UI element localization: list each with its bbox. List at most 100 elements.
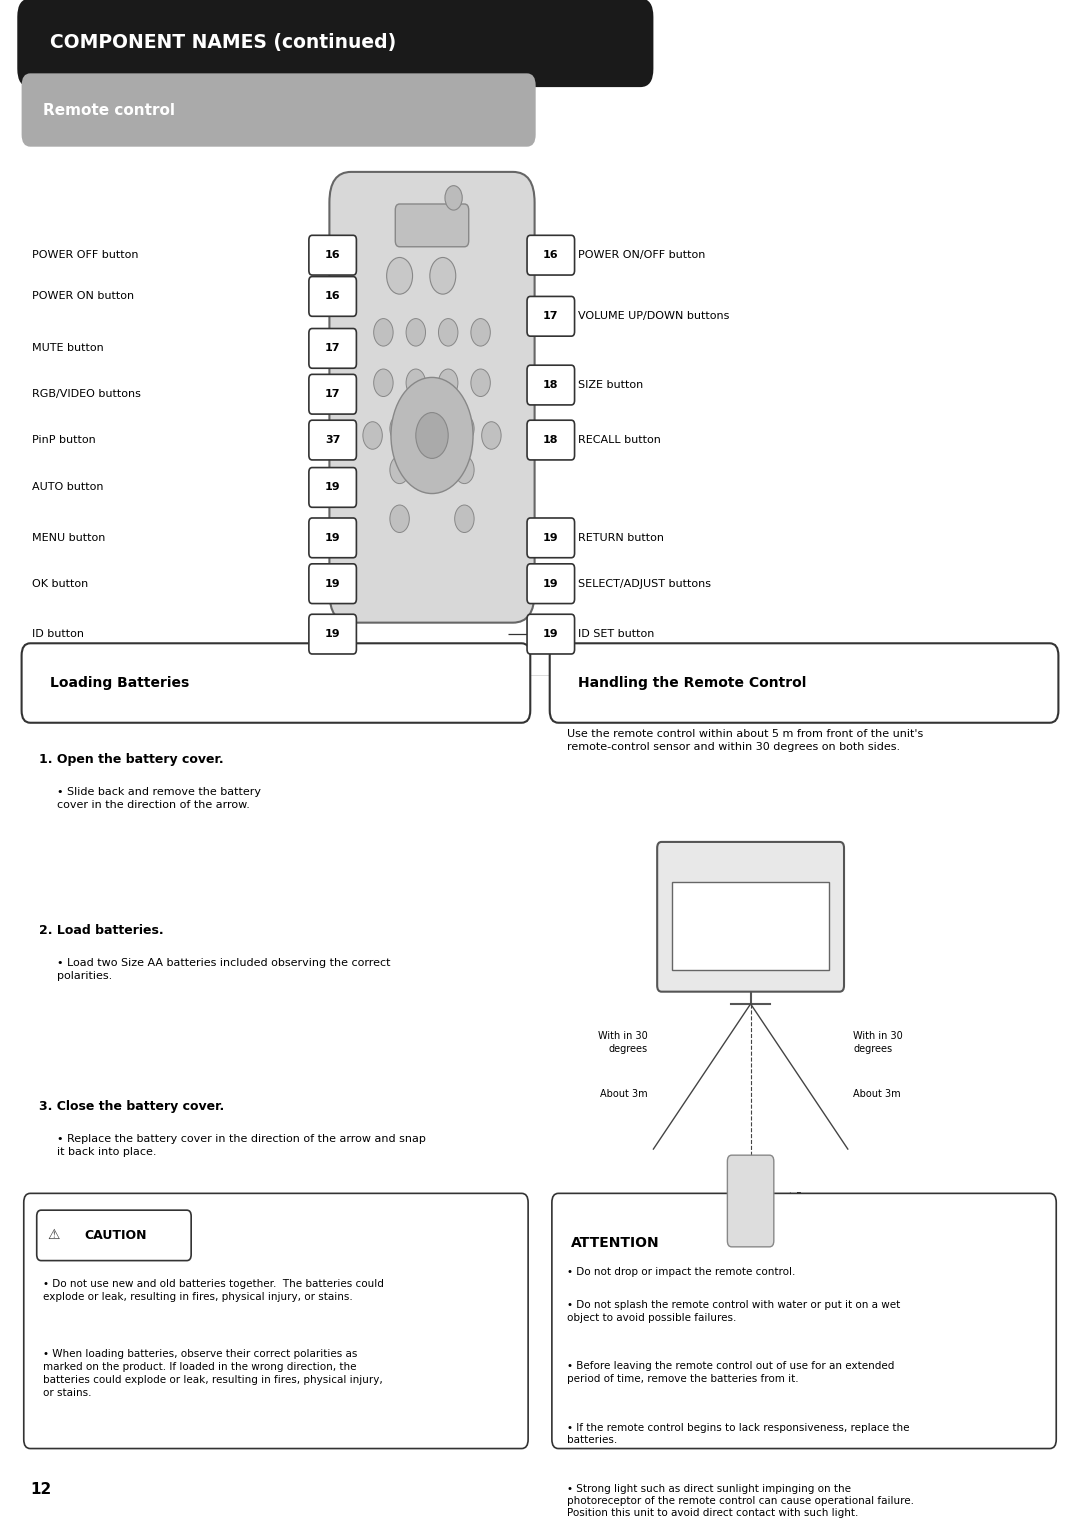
FancyBboxPatch shape	[329, 173, 535, 623]
FancyBboxPatch shape	[527, 420, 575, 460]
FancyBboxPatch shape	[17, 0, 653, 87]
Text: 19: 19	[543, 533, 558, 542]
FancyBboxPatch shape	[527, 518, 575, 558]
Text: 17: 17	[325, 390, 340, 399]
Text: CAUTION: CAUTION	[84, 1229, 147, 1242]
Text: POWER ON button: POWER ON button	[32, 292, 135, 301]
Text: • When loading batteries, observe their correct polarities as
marked on the prod: • When loading batteries, observe their …	[43, 1349, 383, 1398]
Text: Handling the Remote Control: Handling the Remote Control	[578, 675, 806, 691]
FancyBboxPatch shape	[309, 614, 356, 654]
Text: AUTO button: AUTO button	[32, 483, 104, 492]
Circle shape	[455, 504, 474, 532]
Text: 18: 18	[543, 380, 558, 390]
Text: MENU button: MENU button	[32, 533, 106, 542]
Circle shape	[390, 504, 409, 532]
Text: RETURN button: RETURN button	[578, 533, 664, 542]
Circle shape	[406, 370, 426, 396]
Text: 16: 16	[543, 251, 558, 260]
Text: SELECT/ADJUST buttons: SELECT/ADJUST buttons	[578, 579, 711, 588]
Text: OK button: OK button	[32, 579, 89, 588]
Text: 19: 19	[543, 630, 558, 639]
FancyBboxPatch shape	[395, 203, 469, 248]
Text: Loading Batteries: Loading Batteries	[50, 675, 189, 691]
FancyBboxPatch shape	[309, 518, 356, 558]
Text: • Replace the battery cover in the direction of the arrow and snap
it back into : • Replace the battery cover in the direc…	[57, 1134, 427, 1157]
FancyBboxPatch shape	[527, 564, 575, 604]
Circle shape	[430, 257, 456, 295]
Text: 19: 19	[325, 579, 340, 588]
Text: POWER ON/OFF button: POWER ON/OFF button	[578, 251, 705, 260]
Text: With in 30
degrees: With in 30 degrees	[598, 1031, 648, 1054]
FancyBboxPatch shape	[22, 73, 536, 147]
Text: • Before leaving the remote control out of use for an extended
period of time, r: • Before leaving the remote control out …	[567, 1361, 894, 1384]
Circle shape	[374, 370, 393, 396]
Text: • Slide back and remove the battery
cover in the direction of the arrow.: • Slide back and remove the battery cove…	[57, 787, 261, 810]
Text: 18: 18	[543, 435, 558, 445]
Text: 19: 19	[543, 579, 558, 588]
FancyBboxPatch shape	[22, 643, 530, 723]
Text: • Strong light such as direct sunlight impinging on the
photoreceptor of the rem: • Strong light such as direct sunlight i…	[567, 1484, 914, 1519]
Circle shape	[455, 414, 474, 443]
FancyBboxPatch shape	[657, 842, 845, 992]
Text: 37: 37	[325, 435, 340, 445]
Text: SIZE button: SIZE button	[578, 380, 643, 390]
Text: ⚠: ⚠	[48, 1229, 60, 1242]
Text: • Do not use new and old batteries together.  The batteries could
explode or lea: • Do not use new and old batteries toget…	[43, 1279, 384, 1302]
Text: • Do not drop or impact the remote control.: • Do not drop or impact the remote contr…	[567, 1267, 795, 1277]
Text: ID SET button: ID SET button	[578, 630, 654, 639]
Circle shape	[416, 413, 448, 458]
Text: Remote control: Remote control	[43, 102, 175, 118]
Text: PinP button: PinP button	[32, 435, 96, 445]
FancyBboxPatch shape	[24, 1193, 528, 1449]
Circle shape	[387, 257, 413, 295]
FancyBboxPatch shape	[728, 1155, 773, 1247]
Text: 19: 19	[325, 483, 340, 492]
FancyBboxPatch shape	[309, 329, 356, 368]
Circle shape	[445, 186, 462, 211]
FancyBboxPatch shape	[309, 468, 356, 507]
Text: About 3m: About 3m	[853, 1089, 901, 1100]
Text: 3. Close the battery cover.: 3. Close the battery cover.	[39, 1100, 225, 1114]
FancyBboxPatch shape	[309, 420, 356, 460]
Circle shape	[471, 370, 490, 396]
FancyBboxPatch shape	[309, 235, 356, 275]
Text: • If the remote control begins to lack responsiveness, replace the
batteries.: • If the remote control begins to lack r…	[567, 1423, 909, 1445]
FancyBboxPatch shape	[309, 374, 356, 414]
Text: About 3m: About 3m	[600, 1089, 648, 1100]
Circle shape	[455, 457, 474, 483]
Text: 16: 16	[325, 251, 340, 260]
Circle shape	[438, 319, 458, 347]
FancyBboxPatch shape	[672, 882, 829, 970]
FancyBboxPatch shape	[552, 1193, 1056, 1449]
FancyBboxPatch shape	[527, 235, 575, 275]
Text: • Do not splash the remote control with water or put it on a wet
object to avoid: • Do not splash the remote control with …	[567, 1300, 901, 1323]
Circle shape	[438, 370, 458, 396]
Text: RGB/VIDEO buttons: RGB/VIDEO buttons	[32, 390, 141, 399]
FancyBboxPatch shape	[527, 614, 575, 654]
Text: Use the remote control within about 5 m from front of the unit's
remote-control : Use the remote control within about 5 m …	[567, 729, 923, 752]
Text: • Load two Size AA batteries included observing the correct
polarities.: • Load two Size AA batteries included ob…	[57, 958, 391, 981]
Text: ID button: ID button	[32, 630, 84, 639]
Text: VOLUME UP/DOWN buttons: VOLUME UP/DOWN buttons	[578, 312, 729, 321]
Circle shape	[482, 422, 501, 449]
Text: 17: 17	[543, 312, 558, 321]
FancyBboxPatch shape	[527, 365, 575, 405]
Text: 19: 19	[325, 533, 340, 542]
Text: ATTENTION: ATTENTION	[571, 1236, 660, 1250]
Text: With in 30
degrees: With in 30 degrees	[853, 1031, 903, 1054]
Circle shape	[390, 457, 409, 483]
Text: 16: 16	[325, 292, 340, 301]
FancyBboxPatch shape	[550, 643, 1058, 723]
Text: About 5m: About 5m	[764, 1192, 811, 1203]
Circle shape	[374, 319, 393, 347]
Circle shape	[406, 319, 426, 347]
Text: 17: 17	[325, 344, 340, 353]
Circle shape	[391, 377, 473, 494]
Text: 12: 12	[30, 1482, 52, 1497]
Text: POWER OFF button: POWER OFF button	[32, 251, 139, 260]
Text: COMPONENT NAMES (continued): COMPONENT NAMES (continued)	[50, 34, 396, 52]
Circle shape	[363, 422, 382, 449]
FancyBboxPatch shape	[309, 277, 356, 316]
Text: 1. Open the battery cover.: 1. Open the battery cover.	[39, 753, 224, 767]
Circle shape	[471, 319, 490, 347]
